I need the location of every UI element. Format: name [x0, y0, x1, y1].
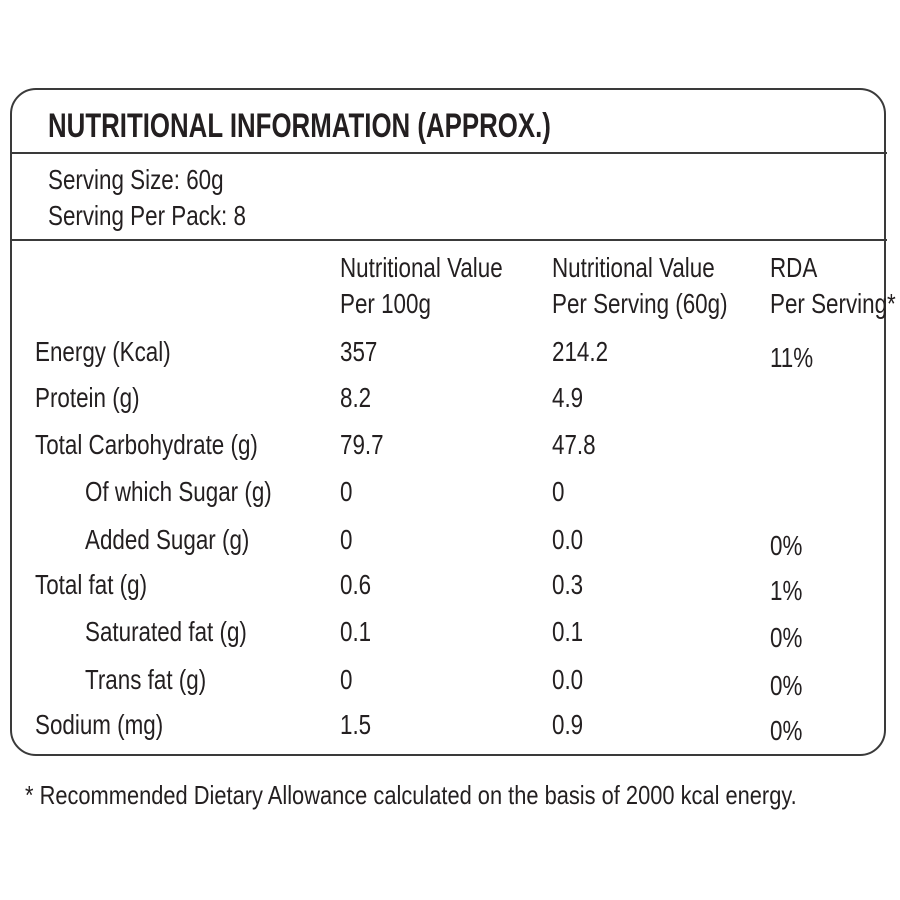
divider	[11, 239, 887, 241]
cell-value: 47.8	[552, 429, 596, 460]
cell-value: 0	[340, 524, 353, 555]
cell-value: 8.2	[340, 382, 372, 413]
cell-value: 0	[552, 476, 565, 507]
cell-value: 0.6	[340, 569, 372, 600]
row-label: Sodium (mg)	[35, 709, 164, 740]
row-label: Trans fat (g)	[85, 664, 207, 695]
row-label: Saturated fat (g)	[85, 616, 247, 647]
row-label: Protein (g)	[35, 382, 140, 413]
cell-value: 0.1	[340, 616, 372, 647]
cell-value: 0%	[770, 715, 803, 746]
column-header: Per Serving*	[770, 288, 896, 319]
cell-value: 0%	[770, 622, 803, 653]
cell-value: 0	[340, 476, 353, 507]
servings-per-pack: Serving Per Pack: 8	[48, 200, 246, 231]
label-border	[10, 88, 886, 756]
cell-value: 0%	[770, 530, 803, 561]
column-header: Per Serving (60g)	[552, 288, 728, 319]
cell-value: 0%	[770, 670, 803, 701]
row-label: Energy (Kcal)	[35, 336, 171, 367]
cell-value: 357	[340, 336, 378, 367]
title: NUTRITIONAL INFORMATION (APPROX.)	[48, 107, 551, 145]
footnote: * Recommended Dietary Allowance calculat…	[25, 780, 797, 810]
cell-value: 0.9	[552, 709, 584, 740]
row-label: Total fat (g)	[35, 569, 148, 600]
column-header: RDA	[770, 252, 818, 283]
column-header: Per 100g	[340, 288, 431, 319]
column-header: Nutritional Value	[552, 252, 715, 283]
cell-value: 0.3	[552, 569, 584, 600]
cell-value: 1%	[770, 575, 803, 606]
cell-value: 0.0	[552, 664, 584, 695]
cell-value: 79.7	[340, 429, 384, 460]
row-label: Added Sugar (g)	[85, 524, 250, 555]
cell-value: 0.1	[552, 616, 584, 647]
column-header: Nutritional Value	[340, 252, 503, 283]
cell-value: 0.0	[552, 524, 584, 555]
row-label: Of which Sugar (g)	[85, 476, 272, 507]
cell-value: 4.9	[552, 382, 584, 413]
cell-value: 1.5	[340, 709, 372, 740]
cell-value: 214.2	[552, 336, 609, 367]
serving-size: Serving Size: 60g	[48, 164, 224, 195]
row-label: Total Carbohydrate (g)	[35, 429, 258, 460]
cell-value: 0	[340, 664, 353, 695]
cell-value: 11%	[770, 342, 814, 373]
divider	[11, 152, 887, 154]
